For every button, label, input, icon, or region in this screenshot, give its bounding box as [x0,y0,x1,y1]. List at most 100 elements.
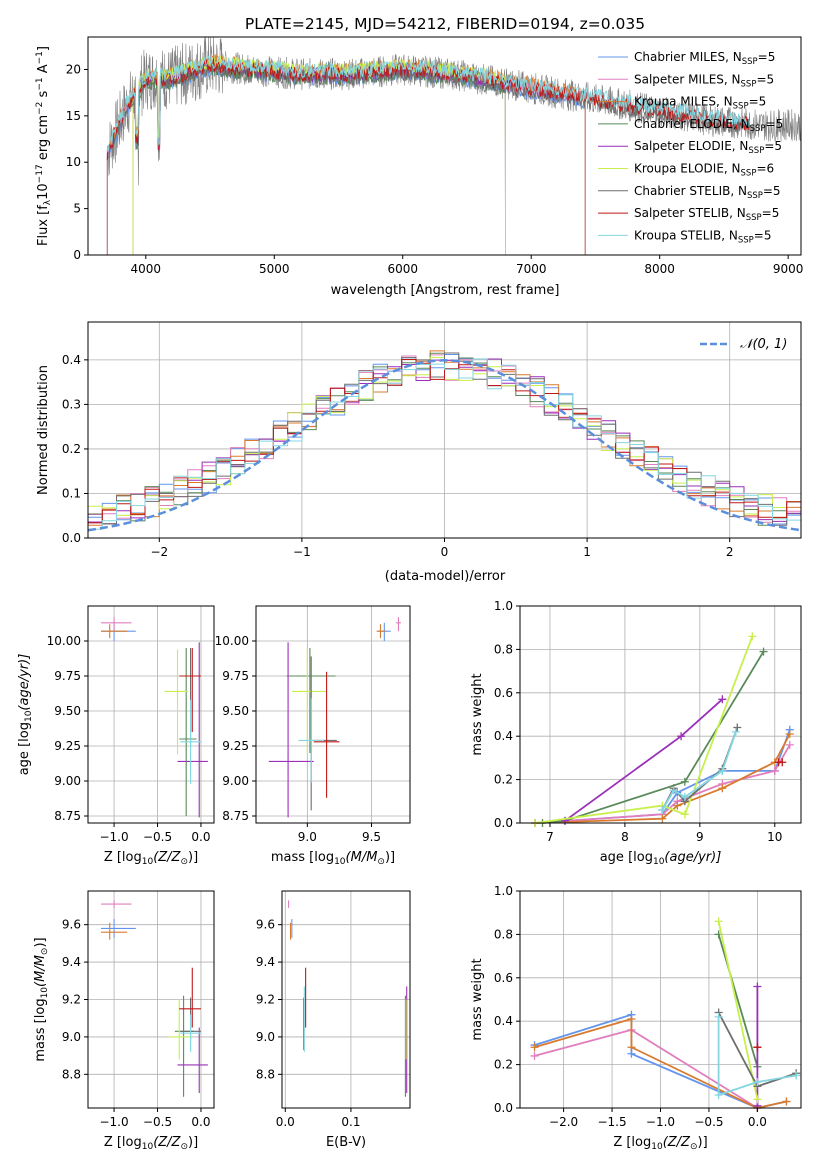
spectrum-x-tick-label: 7000 [516,262,547,276]
y-tick-label: 0.8 [494,642,513,656]
panel-frame [519,605,802,824]
panel-frame [255,605,411,824]
x-tick-label: 9.0 [298,830,317,844]
weight-marker [627,1015,636,1024]
weight-marker [530,1043,539,1052]
y-tick-label: 9.2 [62,993,81,1007]
weight-marker [792,1071,801,1080]
weight-marker [753,982,762,991]
spectrum-legend: Chabrier MILES, NSSP=5 Salpeter MILES, NS… [598,50,783,245]
y-tick-label: 0.6 [494,686,513,700]
spectrum-plot-area [106,36,802,256]
spectrum-x-tick-label: 4000 [131,262,162,276]
y-tick-label: 9.00 [54,774,81,788]
x-tick-label: −0.5 [694,1115,723,1129]
spectrum-y-tick-label: 0 [73,248,81,262]
weight-marker [753,1043,762,1052]
gaussian-legend-label: 𝒩(0, 1) [740,337,787,352]
x-tick-label: −0.5 [143,1115,172,1129]
weight-marker [718,695,727,704]
y-tick-label: 0.2 [494,1058,513,1072]
spectrum-ylabel: Flux [fλ10−17 erg cm−2 s−1 A−1] [35,46,53,246]
age-axis-label: age [log10(age/yr)] [600,850,722,867]
spectrum-x-tick-label: 5000 [259,262,290,276]
residual-legend: 𝒩(0, 1) [700,337,787,352]
x-tick-label: 0.0 [191,830,210,844]
legend-label-chabrier-miles: Chabrier MILES, NSSP=5 [634,50,775,67]
residual-x-ticks: −2 −1 0 1 2 [150,538,734,559]
weight-marker [770,766,779,775]
y-tick-label: 0.8 [494,927,513,941]
data-spectrum-line [107,36,802,186]
residual-x-tick-label: 0 [441,545,449,559]
x-tick-label: 10 [767,830,782,844]
residual-histogram-salpeter-stelib [88,359,801,524]
spectrum-y-ticks: 0 5 10 15 20 [66,62,88,262]
x-tick-label: 0.0 [276,1115,295,1129]
weight-marker [782,1097,791,1106]
weight-line [542,651,765,824]
y-tick-label: 0.4 [494,729,513,743]
y-tick-label: 9.4 [62,955,81,969]
weight-line [534,636,754,824]
x-tick-label: 0.1 [341,1115,360,1129]
y-tick-label: 0.2 [494,773,513,787]
legend-label-kroupa-stelib: Kroupa STELIB, NSSP=5 [634,228,772,245]
mass-axis-label: mass [log10(M/M⊙)] [33,937,50,1061]
weight-marker [658,814,667,823]
z-axis-label: Z [log10(Z/Z⊙)] [104,1135,198,1152]
residual-plot-area [87,350,802,532]
weight-marker [778,758,787,767]
legend-label-chabrier-stelib: Chabrier STELIB, NSSP=5 [634,184,781,201]
weight-marker [714,1090,723,1099]
residual-ylabel: Normed distribution [36,365,51,495]
weight-marker [753,1095,762,1104]
spectrum-frame [87,36,802,256]
x-tick-label: 0.0 [748,1115,767,1129]
weight-line [534,733,791,824]
panel-z-mass: −1.0 −0.5 0.0 8.8 9.0 9.2 9.4 9.6 Z [log10(Z/Z⊙)… [33,890,215,1152]
x-tick-label: −2.0 [549,1115,578,1129]
y-tick-label: 8.75 [54,809,81,823]
weight-marker [714,1012,723,1021]
spectrum-y-tick-label: 5 [73,202,81,216]
age-axis-label: age [log10(age/yr)] [17,654,34,776]
panel-z-age: −1.0 −0.5 0.0 8.75 9.00 9.25 9.50 9.75 10.00 Z [l… [17,605,215,867]
y-tick-label: 9.2 [256,993,275,1007]
y-tick-label: 9.00 [222,774,249,788]
panel-ebv-mass: 0.0 0.1 8.8 9.0 9.2 9.4 9.6 E(B-V) [256,890,411,1150]
y-tick-label: 0.6 [494,971,513,985]
weight-marker [731,727,740,736]
spectrum-y-tick-label: 20 [66,62,81,76]
y-tick-label: 9.75 [54,669,81,683]
residual-y-ticks: 0.0 0.1 0.2 0.3 0.4 [62,353,88,545]
y-tick-label: 0.0 [494,1101,513,1115]
ebv-axis-label: E(B-V) [326,1135,366,1150]
y-tick-label: 9.25 [222,739,249,753]
x-tick-label: −1.0 [646,1115,675,1129]
model-spectrum-line-kroupa-stelib [106,54,750,152]
weight-marker [658,805,667,814]
x-tick-label: 8 [621,830,629,844]
legend-label-kroupa-miles: Kroupa MILES, NSSP=5 [634,95,766,112]
y-tick-label: 9.4 [256,955,275,969]
residual-x-tick-label: 1 [583,545,591,559]
weight-marker [733,723,742,732]
model-spectrum-line-chabrier-miles [106,61,586,255]
weight-axis-label: mass weight [470,673,485,755]
y-tick-label: 1.0 [494,599,513,613]
y-tick-label: 9.75 [222,669,249,683]
legend-label-salpeter-stelib: Salpeter STELIB, NSSP=5 [634,206,779,223]
legend-label-salpeter-elodie: Salpeter ELODIE, NSSP=5 [634,139,782,156]
z-axis-label: Z [log10(Z/Z⊙)] [613,1135,707,1152]
weight-line [717,1016,797,1097]
spectrum-y-tick-label: 10 [66,155,81,169]
residual-xlabel: (data-model)/error [385,569,506,584]
weight-marker [785,730,794,739]
weight-marker [677,732,686,741]
weight-line [717,921,759,1100]
x-tick-label: −1.0 [99,830,128,844]
y-tick-label: 9.50 [222,704,249,718]
weight-marker [748,632,757,641]
